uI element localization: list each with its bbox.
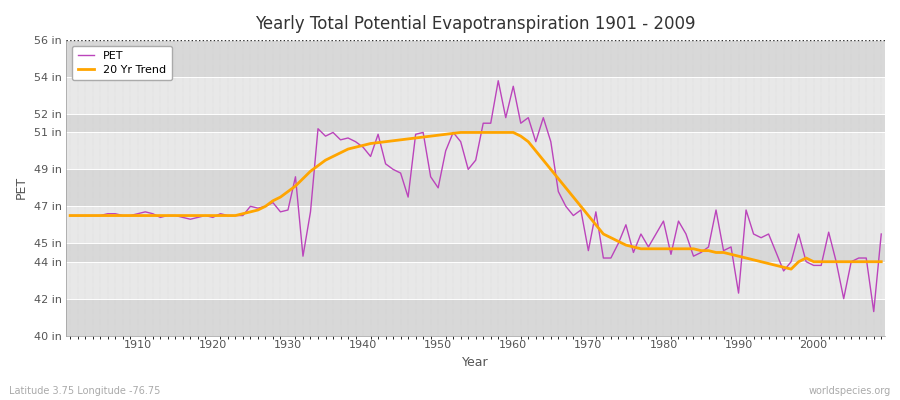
20 Yr Trend (65, 213, 76, 218)
20 Yr Trend (455, 130, 466, 135)
Bar (67, 114, 885, 132)
20 Yr Trend (876, 259, 886, 264)
PET (290, 174, 301, 179)
Title: Yearly Total Potential Evapotranspiration 1901 - 2009: Yearly Total Potential Evapotranspiratio… (256, 15, 696, 33)
Bar (67, 262, 885, 299)
Text: Latitude 3.75 Longitude -76.75: Latitude 3.75 Longitude -76.75 (9, 386, 160, 396)
20 Yr Trend (290, 184, 301, 188)
Bar (67, 132, 885, 169)
Bar (67, 243, 885, 262)
PET (876, 232, 886, 236)
Bar (67, 169, 885, 206)
Bar (67, 299, 885, 336)
20 Yr Trend (516, 134, 526, 138)
Bar (67, 40, 885, 77)
PET (65, 213, 76, 218)
PET (493, 78, 504, 83)
20 Yr Trend (606, 235, 616, 240)
Legend: PET, 20 Yr Trend: PET, 20 Yr Trend (72, 46, 172, 80)
PET (606, 256, 616, 260)
Bar (67, 206, 885, 243)
20 Yr Trend (786, 267, 796, 272)
PET (508, 84, 518, 89)
Line: 20 Yr Trend: 20 Yr Trend (70, 132, 881, 269)
20 Yr Trend (508, 130, 518, 135)
20 Yr Trend (125, 213, 136, 218)
PET (125, 213, 136, 218)
PET (868, 309, 879, 314)
X-axis label: Year: Year (463, 356, 489, 369)
Bar (67, 77, 885, 114)
20 Yr Trend (335, 150, 346, 155)
Line: PET: PET (70, 81, 881, 312)
PET (335, 138, 346, 142)
Y-axis label: PET: PET (15, 176, 28, 200)
Text: worldspecies.org: worldspecies.org (809, 386, 891, 396)
PET (516, 121, 526, 126)
